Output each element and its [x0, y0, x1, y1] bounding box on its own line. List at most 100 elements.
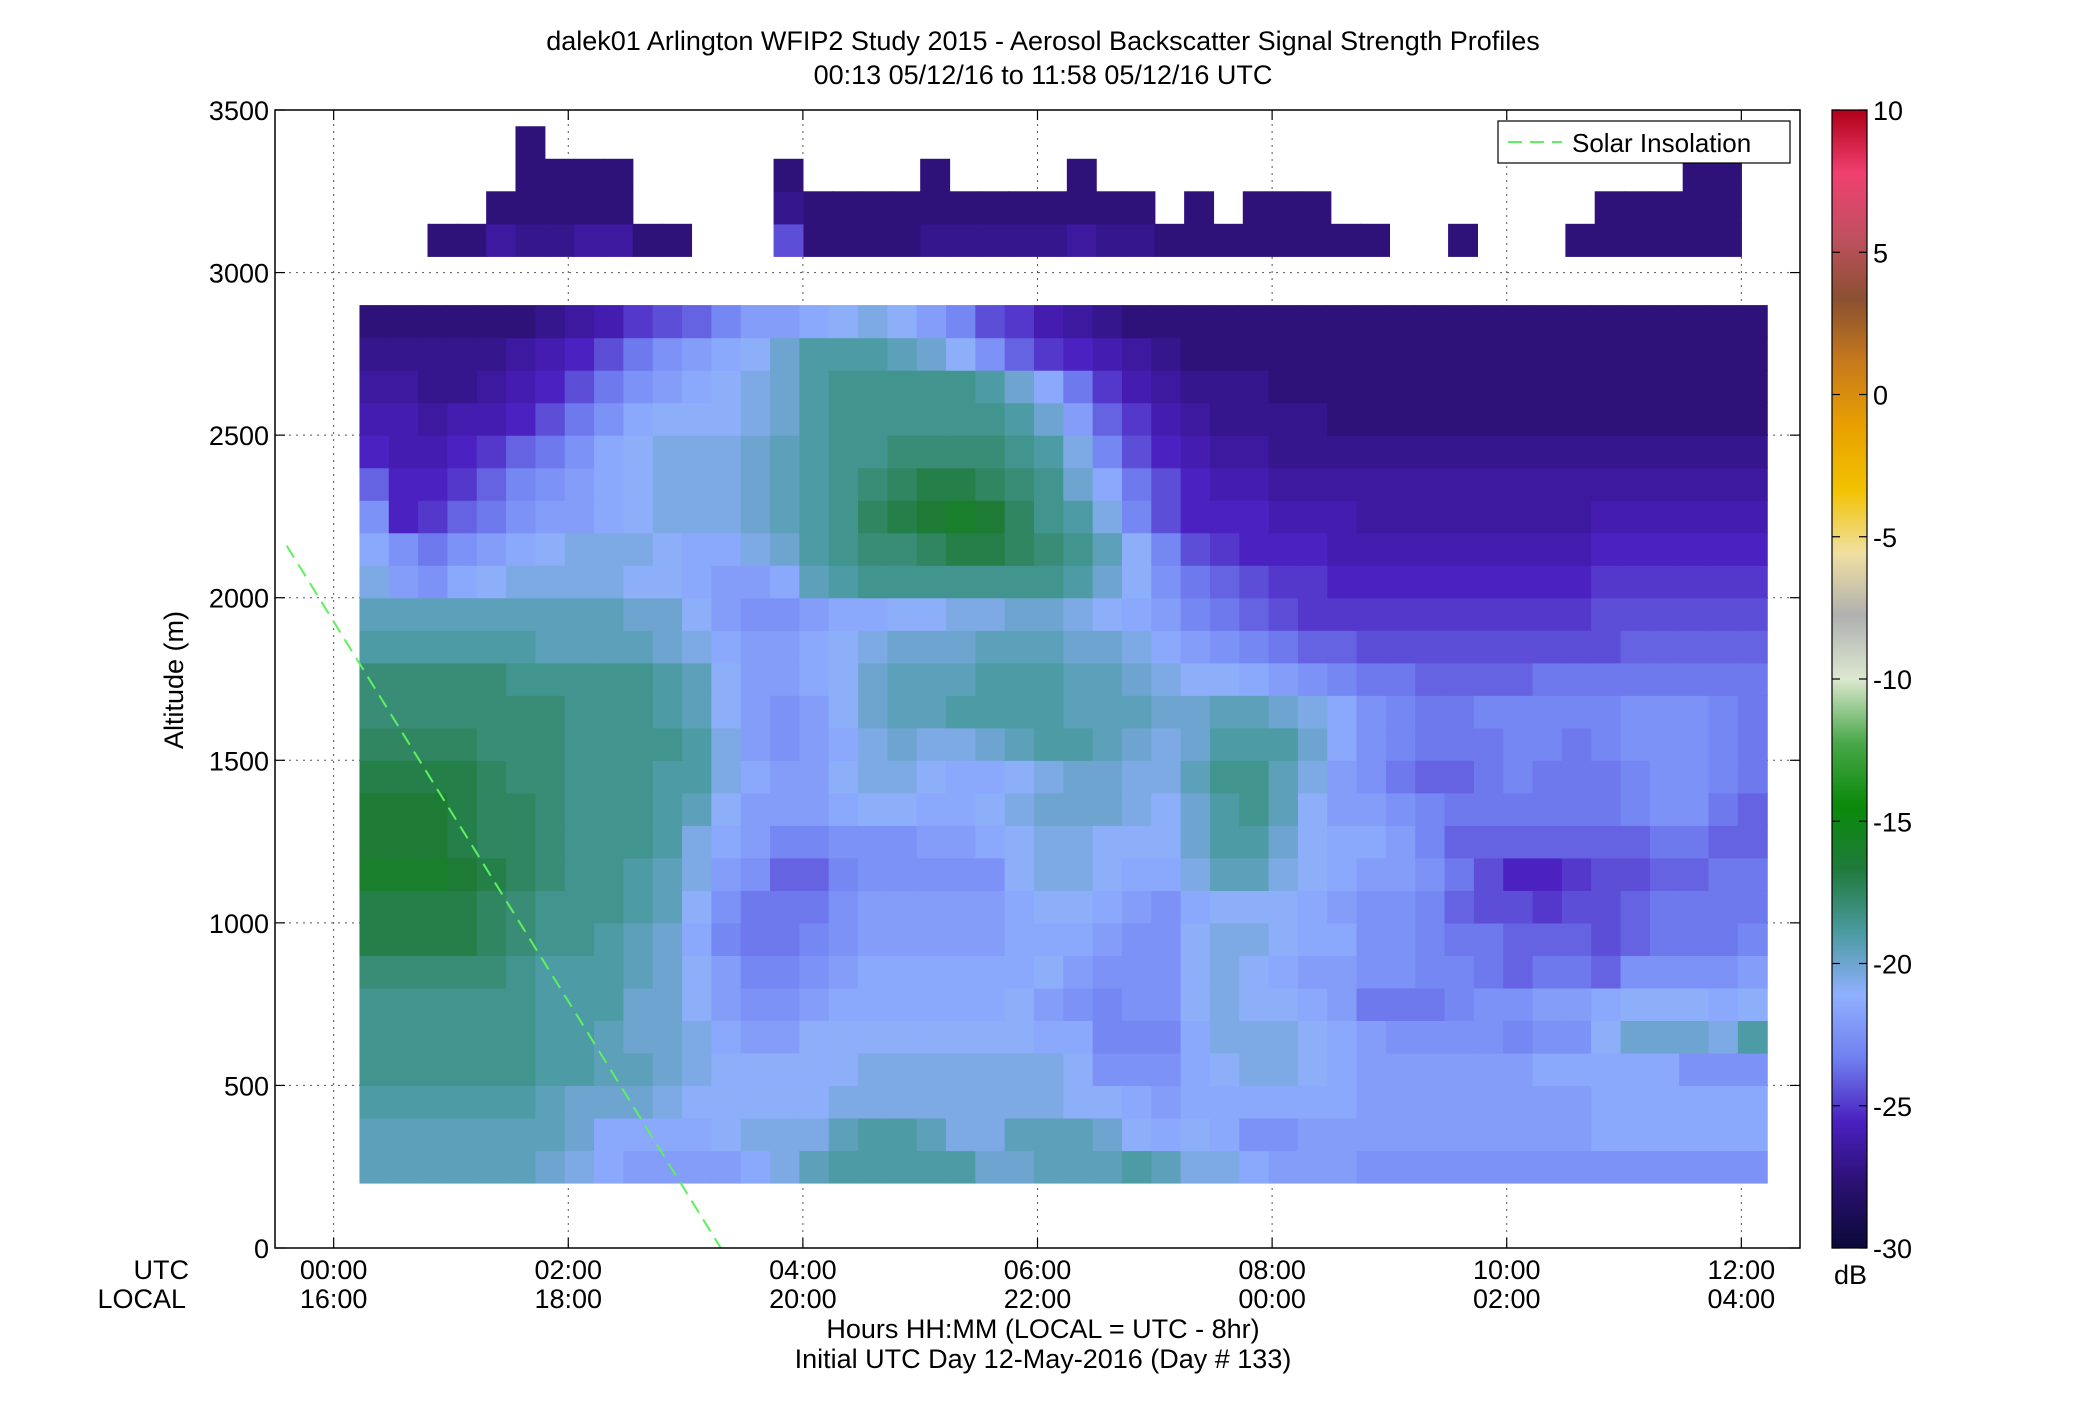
heatmap-cell: [828, 467, 859, 501]
heatmap-cell: [1004, 435, 1035, 469]
heatmap-cell: [1327, 435, 1358, 469]
heatmap-cell: [920, 158, 951, 192]
heatmap-cell: [799, 922, 830, 956]
heatmap-cell: [828, 662, 859, 696]
heatmap-cell: [388, 1117, 419, 1152]
heatmap-cell: [1180, 1150, 1211, 1184]
heatmap-cell: [1679, 630, 1710, 664]
heatmap-cell: [858, 500, 888, 534]
heatmap-cell: [1327, 760, 1358, 794]
heatmap-cell: [975, 532, 1006, 566]
x-row-label-local: LOCAL: [97, 1284, 186, 1314]
heatmap-cell: [1561, 402, 1592, 436]
heatmap-cell: [1708, 825, 1739, 859]
heatmap-cell: [1591, 662, 1622, 696]
heatmap-cell: [1092, 792, 1123, 826]
heatmap-cell: [652, 467, 683, 501]
heatmap-cell: [740, 922, 771, 956]
heatmap-cell: [447, 922, 478, 956]
heatmap-cell: [1092, 597, 1123, 631]
heatmap-cell: [1121, 1085, 1152, 1119]
heatmap-cell: [1297, 630, 1328, 664]
heatmap-cell: [1033, 337, 1064, 371]
heatmap-cell: [603, 158, 634, 192]
colorbar-tick-label: 0: [1873, 381, 1888, 411]
heatmap-cell: [799, 792, 830, 826]
colorbar-tick-label: -5: [1873, 523, 1897, 553]
x-tick-label-utc: 02:00: [534, 1255, 602, 1285]
heatmap-cell: [623, 597, 654, 631]
heatmap-cell: [476, 825, 507, 859]
heatmap-cell: [564, 1117, 595, 1152]
heatmap-cell: [476, 565, 507, 599]
heatmap-cell: [418, 532, 449, 566]
heatmap-cell: [711, 760, 742, 794]
heatmap-cell: [1591, 1020, 1622, 1054]
heatmap-cell: [1737, 987, 1768, 1021]
heatmap-cell: [623, 760, 654, 794]
heatmap-cell: [623, 857, 654, 891]
heatmap-cell: [418, 727, 449, 761]
heatmap-cell: [1737, 857, 1768, 891]
heatmap-cell: [887, 370, 918, 404]
heatmap-cell: [1063, 825, 1094, 859]
heatmap-cell: [946, 1052, 976, 1087]
heatmap-cell: [1184, 191, 1215, 225]
heatmap-cell: [1268, 857, 1299, 891]
heatmap-cell: [388, 337, 419, 371]
heatmap-cell: [359, 662, 390, 696]
heatmap-cell: [1415, 565, 1446, 599]
heatmap-cell: [858, 857, 888, 891]
heatmap-cell: [1737, 435, 1768, 469]
heatmap-cell: [1532, 435, 1563, 469]
heatmap-cell: [1151, 1020, 1182, 1054]
heatmap-cell: [1151, 695, 1182, 729]
heatmap-cell: [564, 662, 595, 696]
heatmap-cell: [1356, 825, 1387, 859]
heatmap-cell: [1503, 630, 1534, 664]
heatmap-cell: [1356, 695, 1387, 729]
heatmap-cell: [1297, 532, 1328, 566]
heatmap-cell: [623, 337, 654, 371]
heatmap-cell: [799, 1150, 830, 1184]
heatmap-cell: [946, 337, 976, 371]
heatmap-cell: [740, 695, 771, 729]
heatmap-cell: [388, 1052, 419, 1087]
heatmap-cell: [799, 532, 830, 566]
heatmap-cell: [1268, 760, 1299, 794]
heatmap-cell: [447, 987, 478, 1021]
heatmap-cell: [1180, 467, 1211, 501]
heatmap-cell: [1385, 890, 1416, 924]
heatmap-cell: [1092, 565, 1123, 599]
heatmap-cell: [564, 727, 595, 761]
heatmap-cell: [1649, 402, 1680, 436]
heatmap-cell: [1209, 305, 1240, 339]
colorbar-unit: dB: [1834, 1260, 1867, 1290]
heatmap-cell: [828, 1052, 859, 1087]
heatmap-cell: [1532, 337, 1563, 371]
heatmap-cell: [1209, 760, 1240, 794]
heatmap-cell: [506, 987, 537, 1021]
heatmap-cell: [1151, 1150, 1182, 1184]
heatmap-cell: [1180, 760, 1211, 794]
heatmap-cell: [740, 630, 771, 664]
heatmap-cell: [476, 922, 507, 956]
heatmap-cell: [1297, 922, 1328, 956]
heatmap-cell: [447, 1052, 478, 1087]
heatmap-cell: [770, 922, 800, 956]
heatmap-cell: [476, 435, 507, 469]
heatmap-cell: [711, 467, 742, 501]
heatmap-cell: [887, 597, 918, 631]
heatmap-cell: [1297, 825, 1328, 859]
heatmap-cell: [476, 955, 507, 989]
heatmap-cell: [506, 695, 537, 729]
heatmap-cell: [1444, 1150, 1475, 1184]
heatmap-cell: [682, 1052, 712, 1087]
heatmap-cell: [564, 435, 595, 469]
heatmap-cell: [858, 1052, 888, 1087]
heatmap-cell: [1121, 662, 1152, 696]
heatmap-cell: [828, 1085, 859, 1119]
heatmap-cell: [652, 662, 683, 696]
heatmap-cell: [1473, 337, 1504, 371]
heatmap-cell: [1620, 1150, 1651, 1184]
